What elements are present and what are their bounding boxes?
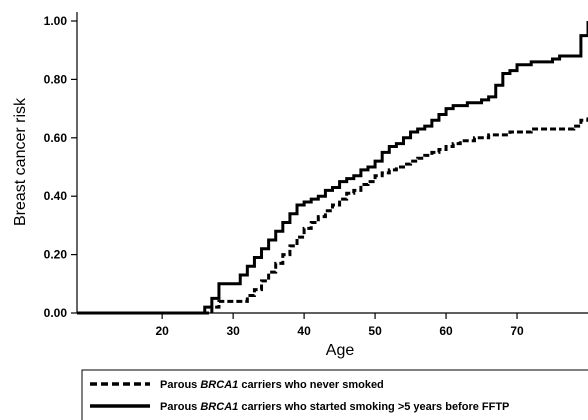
- legend-label-prefix: Parous: [160, 379, 200, 391]
- y-axis-title: Breast cancer risk: [12, 97, 29, 226]
- y-tick-label: 0.60: [44, 131, 68, 145]
- series-line-never-smoked: [77, 117, 588, 315]
- x-tick-label: 70: [510, 324, 524, 338]
- series-line-started-smoking: [77, 21, 588, 315]
- legend-label-suffix: carriers who started smoking >5 years be…: [238, 401, 509, 413]
- legend-label-started-smoking: Parous BRCA1 carriers who started smokin…: [160, 401, 509, 413]
- y-ticks: 0.00 0.20 0.40 0.60 0.80 1.00: [44, 14, 77, 320]
- x-axis-title: Age: [326, 342, 355, 359]
- y-tick-label: 1.00: [44, 14, 68, 28]
- legend-label-prefix: Parous: [160, 401, 200, 413]
- legend-box: [81, 369, 588, 420]
- x-ticks: 20 30 40 50 60 70: [155, 313, 524, 338]
- legend-label-gene: BRCA1: [200, 379, 238, 391]
- x-tick-label: 30: [226, 324, 240, 338]
- y-tick-label: 0.40: [44, 189, 68, 203]
- y-tick-label: 0.80: [44, 72, 68, 86]
- x-tick-label: 50: [368, 324, 382, 338]
- series-layer: [77, 21, 588, 315]
- x-tick-label: 20: [155, 324, 169, 338]
- x-tick-label: 40: [297, 324, 311, 338]
- legend-label-gene: BRCA1: [200, 401, 238, 413]
- x-tick-label: 60: [439, 324, 453, 338]
- y-tick-label: 0.20: [44, 248, 68, 262]
- legend-label-suffix: carriers who never smoked: [238, 379, 384, 391]
- legend: Parous BRCA1 carriers who never smoked P…: [81, 369, 588, 420]
- y-tick-label: 0.00: [44, 306, 68, 320]
- legend-label-never-smoked: Parous BRCA1 carriers who never smoked: [160, 379, 384, 391]
